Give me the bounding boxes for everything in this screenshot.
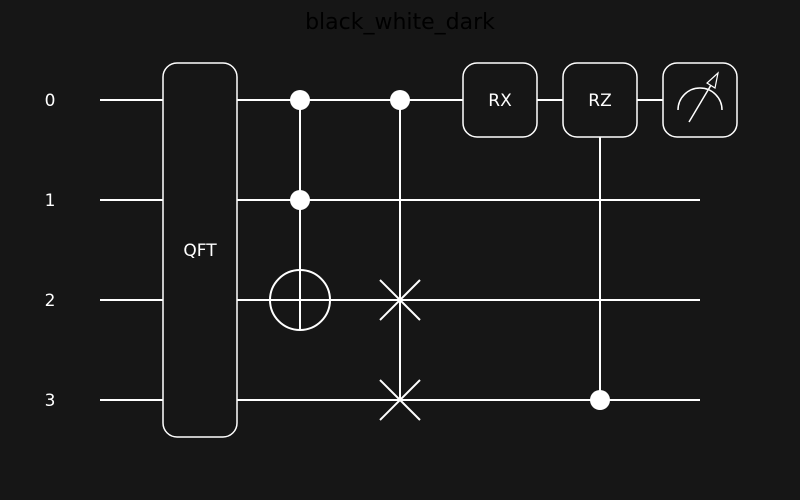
crz-gate: RZ [562,62,638,410]
wire-label-3: 3 [45,391,56,411]
qft-gate-label: QFT [183,241,217,261]
wire-label-0: 0 [45,91,56,111]
meter-icon [677,71,723,123]
diagram-title: black_white_dark [305,10,495,35]
swap-cross-wire-3 [379,379,421,421]
measurement-gate [662,62,738,138]
crz-control-dot [590,390,610,410]
cswap-gate [379,90,421,421]
rz-gate-box [562,62,638,138]
control-dot-wire-1 [290,190,310,210]
rz-gate-label: RZ [588,91,611,111]
cswap-control-dot [390,90,410,110]
toffoli-gate [269,90,331,331]
control-dot-wire-0 [290,90,310,110]
wire-label-1: 1 [45,191,56,211]
qft-gate: QFT [162,62,238,438]
qft-gate-box [162,62,238,438]
measurement-box [662,62,738,138]
swap-cross-wire-2 [379,279,421,321]
rx-gate-label: RX [488,91,512,111]
rx-gate: RX [462,62,538,138]
wire-label-2: 2 [45,291,56,311]
rx-gate-box [462,62,538,138]
